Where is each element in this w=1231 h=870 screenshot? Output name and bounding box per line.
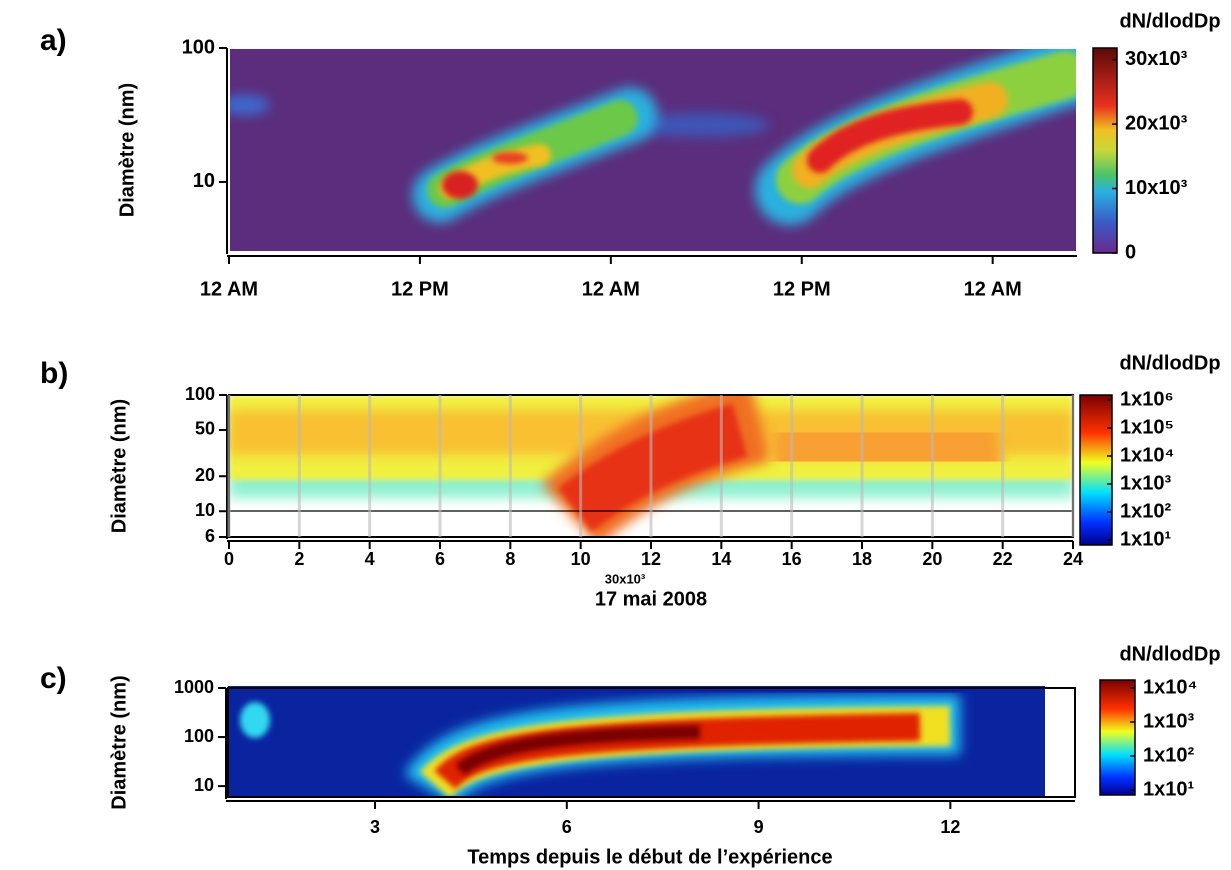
- colorbar: [1079, 394, 1113, 546]
- colorbar-tick-label: 1x10³: [1120, 472, 1171, 494]
- x-tick-label: 12 AM: [964, 278, 1022, 300]
- y-tick-label: 50: [195, 419, 215, 439]
- y-tick-label: 100: [185, 384, 215, 404]
- x-tick-label: 22: [993, 549, 1013, 569]
- x-tick-label: 20: [922, 549, 942, 569]
- x-tick-label: 12 AM: [582, 278, 640, 300]
- colorbar: [1099, 679, 1136, 796]
- plot-frame: [228, 47, 1078, 253]
- colorbar-tick-label: 1x10⁴: [1120, 444, 1174, 466]
- x-tick-label: 12 AM: [200, 278, 258, 300]
- colorbar-label: dN/dlodDp: [1119, 643, 1220, 665]
- x-tick-label: 12: [940, 817, 960, 837]
- x-tick-label: 12 PM: [773, 278, 831, 300]
- x-tick-label: 3: [370, 817, 380, 837]
- colorbar-tick-label: 20x10³: [1125, 112, 1188, 134]
- y-tick-label: 6: [205, 526, 215, 546]
- y-tick-label: 100: [184, 726, 214, 746]
- colorbar-tick-label: 0: [1125, 241, 1136, 263]
- colorbar-tick-label: 1x10¹: [1120, 528, 1171, 550]
- colorbar-tick-label: 1x10⁶: [1120, 388, 1174, 410]
- colorbar-tick-label: 1x10²: [1143, 744, 1194, 766]
- colorbar: [1092, 47, 1118, 254]
- x-tick-label: 9: [754, 817, 764, 837]
- colorbar-label: dN/dlodDp: [1119, 10, 1220, 32]
- x-tick-label: 6: [562, 817, 572, 837]
- colorbar-tick-label: 1x10²: [1120, 500, 1171, 522]
- y-tick-label: 10: [194, 775, 214, 795]
- x-tick-label: 10: [571, 549, 591, 569]
- x-tick-label: 14: [711, 549, 731, 569]
- x-axis-label: 17 mai 2008: [595, 588, 707, 610]
- panel-label: a): [40, 24, 67, 57]
- panel-label: b): [40, 357, 68, 390]
- y-axis-label: Diamètre (nm): [108, 399, 130, 533]
- colorbar-tick-label: 30x10³: [1125, 48, 1188, 70]
- x-tick-label: 8: [505, 549, 515, 569]
- y-tick-label: 1000: [174, 677, 214, 697]
- colorbar-tick-label: 1x10⁵: [1120, 416, 1174, 438]
- y-tick-label: 10: [195, 500, 215, 520]
- colorbar-tick-label: 1x10³: [1143, 710, 1194, 732]
- x-tick-label: 24: [1063, 549, 1083, 569]
- heatmap-image: [229, 48, 1077, 252]
- y-axis-label: Diamètre (nm): [108, 675, 130, 809]
- plot-frame: [227, 687, 1076, 798]
- annotation: 30x10³: [605, 571, 646, 586]
- x-tick-label: 6: [435, 549, 445, 569]
- heatmap-image: [228, 686, 1075, 797]
- x-tick-label: 18: [852, 549, 872, 569]
- panel-label: c): [40, 662, 67, 695]
- y-axis-label: Diamètre (nm): [116, 83, 138, 217]
- x-tick-label: 0: [224, 549, 234, 569]
- y-tick-label: 20: [195, 465, 215, 485]
- x-tick-label: 16: [782, 549, 802, 569]
- x-tick-label: 4: [365, 549, 375, 569]
- colorbar-tick-label: 1x10⁴: [1143, 676, 1197, 698]
- x-tick-label: 2: [294, 549, 304, 569]
- colorbar-tick-label: 1x10¹: [1143, 778, 1194, 800]
- x-tick-label: 12: [641, 549, 661, 569]
- colorbar-tick-label: 10x10³: [1125, 177, 1188, 199]
- x-tick-label: 12 PM: [391, 278, 449, 300]
- colorbar-label: dN/dlodDp: [1119, 352, 1220, 374]
- x-axis-label: Temps depuis le début de l’expérience: [467, 846, 832, 868]
- y-tick-label: 10: [193, 170, 215, 192]
- y-tick-label: 100: [182, 36, 215, 58]
